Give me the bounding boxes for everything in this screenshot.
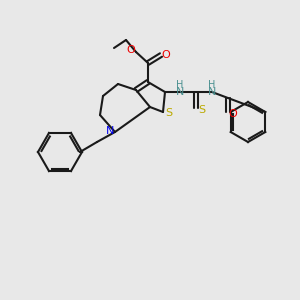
Text: H: H — [208, 80, 216, 90]
Text: S: S — [165, 108, 172, 118]
Text: O: O — [162, 50, 170, 60]
Text: H: H — [176, 80, 184, 90]
Text: O: O — [229, 109, 237, 119]
Text: N: N — [208, 87, 216, 97]
Text: S: S — [198, 105, 206, 115]
Text: N: N — [106, 126, 114, 136]
Text: N: N — [176, 87, 184, 97]
Text: O: O — [127, 45, 135, 55]
